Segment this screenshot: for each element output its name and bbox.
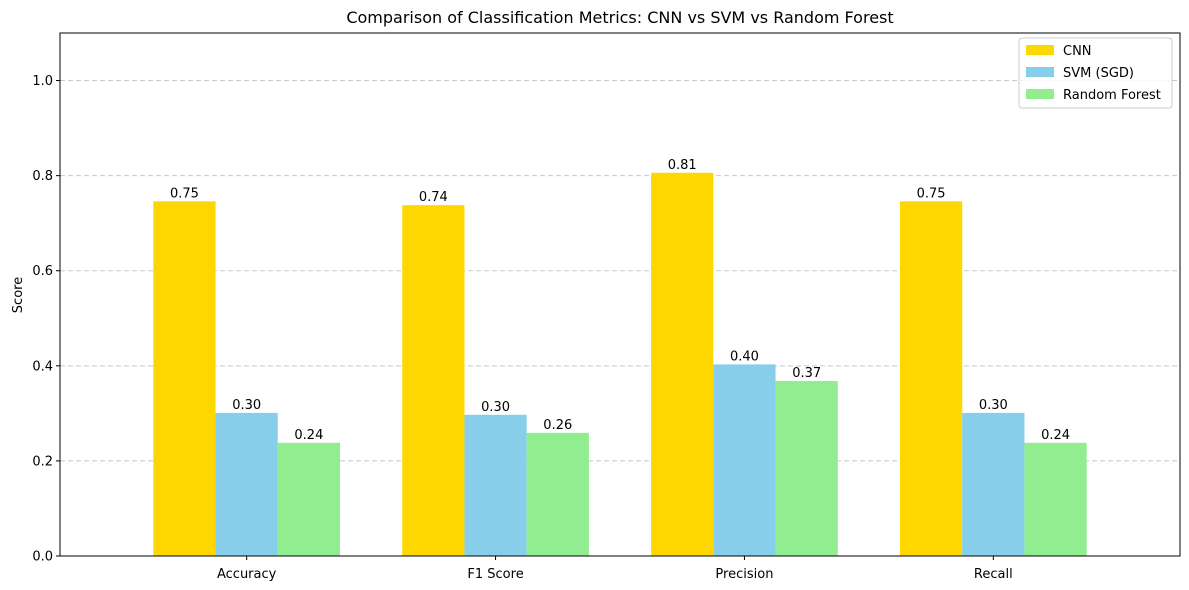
bar bbox=[962, 412, 1025, 556]
bar bbox=[713, 364, 776, 556]
y-tick-label: 0.2 bbox=[32, 454, 53, 469]
bar-value-label: 0.75 bbox=[917, 186, 946, 201]
bar-value-label: 0.24 bbox=[1041, 428, 1070, 443]
bar bbox=[900, 201, 963, 556]
bar bbox=[277, 442, 340, 556]
bar bbox=[526, 432, 589, 556]
grid-lines bbox=[60, 80, 1180, 462]
bar bbox=[153, 201, 216, 556]
y-tick-label: 0.4 bbox=[32, 359, 53, 374]
bar-labels-group: 0.75 0.30 0.24 0.74 0.30 0.26 0.81 0.40 0.37 0.75… bbox=[170, 158, 1070, 443]
bar-value-label: 0.74 bbox=[419, 190, 448, 205]
bar bbox=[215, 412, 278, 556]
y-axis-label: Score bbox=[11, 277, 26, 313]
legend-swatch bbox=[1026, 89, 1054, 99]
bar bbox=[402, 205, 465, 556]
y-tick-label: 0.8 bbox=[32, 169, 53, 184]
legend-swatch bbox=[1026, 45, 1054, 55]
bar-value-label: 0.30 bbox=[481, 400, 510, 415]
x-tick-label: Accuracy bbox=[217, 567, 277, 582]
plot-frame bbox=[59, 32, 1181, 557]
legend-label: SVM (SGD) bbox=[1063, 66, 1134, 81]
bars-group bbox=[153, 172, 1087, 556]
bar-value-label: 0.24 bbox=[294, 428, 323, 443]
legend-box bbox=[1018, 37, 1173, 109]
bar-value-label: 0.81 bbox=[668, 158, 697, 173]
y-tick-label: 0.6 bbox=[32, 264, 53, 279]
bar-value-label: 0.30 bbox=[979, 398, 1008, 413]
legend-swatch bbox=[1026, 67, 1054, 77]
bar-value-label: 0.37 bbox=[792, 366, 821, 381]
x-axis: Accuracy F1 Score Precision Recall bbox=[217, 556, 1013, 582]
bar bbox=[775, 381, 838, 556]
bar-value-label: 0.30 bbox=[232, 398, 261, 413]
x-tick-label: Precision bbox=[715, 567, 773, 582]
x-tick-label: Recall bbox=[974, 567, 1013, 582]
bar bbox=[651, 172, 714, 556]
chart-title: Comparison of Classification Metrics: CN… bbox=[346, 8, 893, 27]
legend-label: Random Forest bbox=[1063, 88, 1161, 103]
legend-label: CNN bbox=[1063, 44, 1092, 59]
bar-value-label: 0.75 bbox=[170, 186, 199, 201]
bar bbox=[1024, 442, 1087, 556]
legend: CNN SVM (SGD) Random Forest bbox=[1018, 37, 1173, 109]
y-axis: 0.0 0.2 0.4 0.6 0.8 1.0 bbox=[32, 74, 60, 565]
bar-value-label: 0.26 bbox=[543, 418, 572, 433]
x-tick-label: F1 Score bbox=[467, 567, 523, 582]
y-tick-label: 1.0 bbox=[32, 74, 53, 89]
bar-value-label: 0.40 bbox=[730, 349, 759, 364]
y-tick-label: 0.0 bbox=[32, 550, 53, 565]
bar bbox=[464, 414, 527, 556]
